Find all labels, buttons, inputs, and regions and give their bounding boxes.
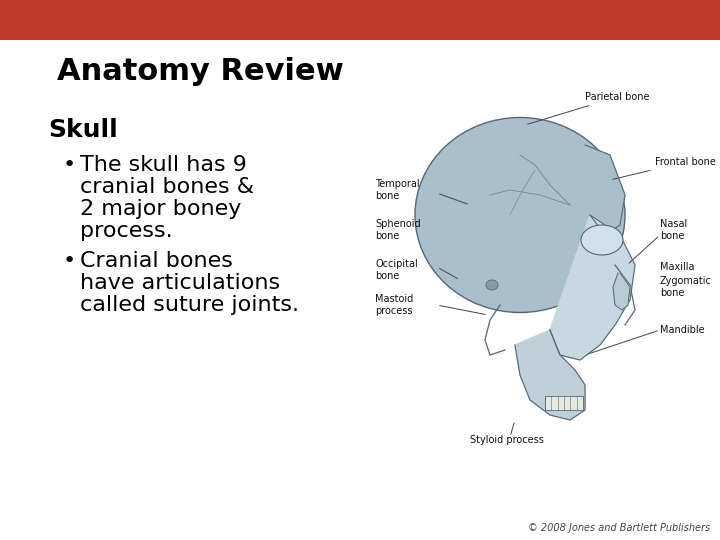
Text: 2 major boney: 2 major boney xyxy=(80,199,241,219)
Text: called suture joints.: called suture joints. xyxy=(80,295,299,315)
Text: © 2008 Jones and Bartlett Publishers: © 2008 Jones and Bartlett Publishers xyxy=(528,523,710,533)
Text: Skull: Skull xyxy=(48,118,118,142)
Text: •: • xyxy=(63,251,76,271)
Polygon shape xyxy=(550,215,635,360)
Text: •: • xyxy=(63,155,76,175)
Bar xyxy=(545,396,583,410)
Polygon shape xyxy=(585,145,625,235)
Ellipse shape xyxy=(415,118,625,313)
Text: Anatomy Review: Anatomy Review xyxy=(57,57,343,86)
Text: The skull has 9: The skull has 9 xyxy=(80,155,247,175)
Bar xyxy=(0,0,720,40)
Text: Nasal
bone: Nasal bone xyxy=(660,219,688,241)
Ellipse shape xyxy=(486,280,498,290)
Text: Cranial bones: Cranial bones xyxy=(80,251,233,271)
Text: Zygomatic
bone: Zygomatic bone xyxy=(660,276,712,298)
Text: cranial bones &: cranial bones & xyxy=(80,177,254,197)
Text: process.: process. xyxy=(80,221,173,241)
Text: Mastoid
process: Mastoid process xyxy=(375,294,413,316)
Text: have articulations: have articulations xyxy=(80,273,280,293)
Polygon shape xyxy=(515,330,585,420)
Text: Mandible: Mandible xyxy=(660,325,705,335)
Text: Occipital
bone: Occipital bone xyxy=(375,259,418,281)
Text: Temporal
bone: Temporal bone xyxy=(375,179,420,201)
Polygon shape xyxy=(613,273,630,310)
Text: Parietal bone: Parietal bone xyxy=(528,92,649,124)
Text: Sphenoid
bone: Sphenoid bone xyxy=(375,219,420,241)
Text: Frontal bone: Frontal bone xyxy=(613,157,716,179)
Text: Styloid process: Styloid process xyxy=(470,435,544,445)
Ellipse shape xyxy=(581,225,623,255)
Text: Maxilla: Maxilla xyxy=(660,262,695,272)
